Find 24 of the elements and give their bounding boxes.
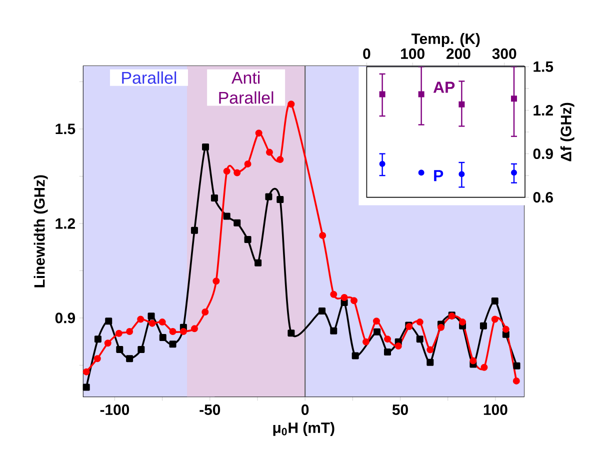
y-tick-label: 1.2 — [534, 105, 553, 116]
x-tick-label: 0 — [363, 48, 370, 59]
x-tick-label: 200 — [446, 48, 470, 59]
y-axis-title: Δf (GHz) — [560, 102, 574, 162]
x-tick-label: 300 — [492, 48, 516, 59]
y-tick-label: 1.2 — [56, 218, 75, 229]
series-label: AP — [433, 82, 455, 93]
series-label: P — [434, 170, 444, 182]
x-tick-label: 100 — [484, 404, 508, 415]
band-label: Anti Parallel — [219, 71, 274, 104]
band-label: Parallel — [122, 71, 176, 84]
x-tick-label: 50 — [392, 404, 408, 415]
y-tick-label: 0.9 — [533, 148, 553, 160]
x-tick-label: -100 — [100, 404, 130, 415]
x-axis-title: Temp. (K) — [411, 33, 480, 47]
y-tick-label: 0.9 — [55, 312, 76, 324]
x-tick-label: 0 — [302, 404, 309, 415]
y-tick-label: 1.5 — [56, 124, 76, 134]
y-axis-title: Linewidth (GHz) — [34, 175, 48, 288]
y-tick-label: 1.5 — [534, 61, 554, 72]
y-tick-label: 0.6 — [533, 192, 553, 203]
x-tick-label: 100 — [401, 48, 424, 59]
x-tick-label: -50 — [200, 404, 220, 415]
x-axis-title: μ$_{0}$H (mT) — [273, 422, 334, 436]
